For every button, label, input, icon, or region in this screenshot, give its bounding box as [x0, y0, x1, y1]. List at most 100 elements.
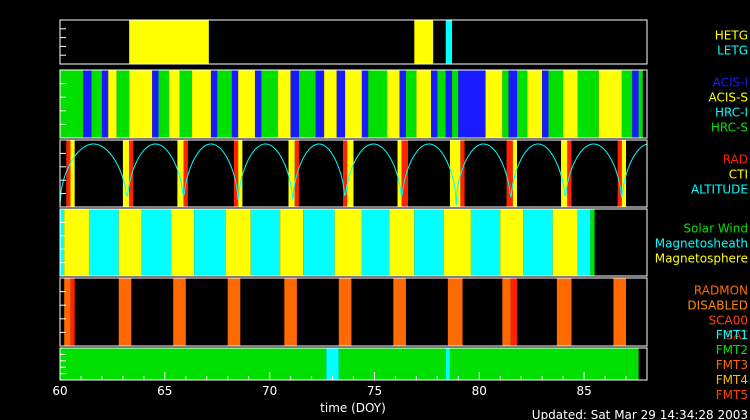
x-tick-label-65: 65 — [157, 384, 172, 398]
segment-radmon-7 — [393, 278, 406, 346]
segment-instrument-26 — [368, 70, 388, 138]
segment-radiation-14 — [449, 140, 461, 207]
segment-radiation-21 — [621, 140, 627, 207]
segment-instrument-42 — [548, 70, 564, 138]
segment-environment-12 — [361, 209, 390, 276]
segment-instrument-8 — [158, 70, 170, 138]
panel-environment — [59, 208, 648, 277]
segment-instrument-21 — [315, 70, 325, 138]
segment-environment-7 — [225, 209, 251, 276]
segment-environment-16 — [470, 209, 501, 276]
segment-instrument-14 — [231, 70, 239, 138]
segment-radmon-8 — [447, 278, 463, 346]
legend-format-fmt3: FMT3 — [716, 358, 748, 372]
segment-environment-6 — [194, 209, 226, 276]
segment-instrument-34 — [452, 70, 459, 138]
segment-environment-9 — [280, 209, 304, 276]
segment-format-3 — [445, 348, 450, 380]
segment-environment-17 — [500, 209, 524, 276]
segment-environment-8 — [250, 209, 281, 276]
segment-instrument-20 — [298, 70, 316, 138]
segment-instrument-17 — [261, 70, 279, 138]
segment-radmon-1 — [70, 278, 75, 346]
legend-instrument-hrc-s: HRC-S — [711, 121, 748, 135]
segment-instrument-15 — [238, 70, 255, 138]
segment-radiation-7 — [238, 140, 243, 207]
panel-radiation — [59, 139, 648, 208]
legend-format-fmt4: FMT4 — [716, 373, 748, 387]
segment-environment-18 — [523, 209, 553, 276]
segment-instrument-25 — [361, 70, 369, 138]
segment-instrument-16 — [254, 70, 262, 138]
segment-environment-21 — [590, 209, 595, 276]
segment-instrument-39 — [517, 70, 528, 138]
segment-gratings-1 — [414, 20, 434, 64]
segment-radiation-6 — [234, 140, 239, 207]
segment-instrument-3 — [101, 70, 109, 138]
panel-format — [59, 347, 648, 381]
segment-environment-1 — [64, 209, 90, 276]
segment-instrument-4 — [108, 70, 117, 138]
segment-instrument-38 — [508, 70, 518, 138]
segment-instrument-29 — [405, 70, 417, 138]
segment-instrument-40 — [527, 70, 543, 138]
segment-instrument-18 — [278, 70, 291, 138]
segment-radiation-10 — [343, 140, 348, 207]
segment-radiation-18 — [561, 140, 568, 207]
legend-format-fmt5: FMT5 — [716, 388, 748, 402]
legend-gratings-letg: LETG — [717, 44, 748, 58]
segment-instrument-1 — [83, 70, 92, 138]
segment-instrument-31 — [431, 70, 438, 138]
segment-environment-15 — [443, 209, 471, 276]
legend-radmon-sat: SAT — [726, 329, 749, 343]
legend-instrument-hrc-i: HRC-I — [715, 106, 748, 120]
legend-environment-magnetosheath: Magnetosheath — [655, 237, 748, 251]
segment-instrument-27 — [387, 70, 400, 138]
legend-environment-magnetosphere: Magnetosphere — [655, 252, 748, 266]
segment-radiation-19 — [567, 140, 572, 207]
legend-instrument-acis-s: ACIS-S — [709, 91, 748, 105]
segment-instrument-48 — [638, 70, 643, 138]
segment-instrument-0 — [60, 70, 84, 138]
segment-instrument-46 — [621, 70, 633, 138]
segment-instrument-33 — [445, 70, 453, 138]
segment-instrument-28 — [399, 70, 406, 138]
segment-instrument-23 — [336, 70, 346, 138]
panel-frame-radiation — [59, 139, 648, 208]
segment-radiation-0 — [66, 140, 71, 207]
segment-environment-0 — [60, 209, 65, 276]
segment-radiation-3 — [129, 140, 134, 207]
segment-radmon-4 — [227, 278, 241, 346]
segment-instrument-9 — [169, 70, 180, 138]
segment-gratings-0 — [129, 20, 209, 64]
legend-radmon-sca00: SCA00 — [709, 314, 748, 328]
segment-instrument-7 — [152, 70, 159, 138]
panel-frame-instrument — [59, 69, 648, 139]
segment-radmon-5 — [284, 278, 297, 346]
segment-instrument-19 — [290, 70, 299, 138]
segment-radiation-16 — [506, 140, 513, 207]
segment-instrument-10 — [179, 70, 193, 138]
panel-instrument — [59, 69, 648, 139]
segment-radiation-13 — [401, 140, 409, 207]
segment-environment-14 — [414, 209, 444, 276]
legend-gratings-hetg: HETG — [715, 29, 748, 43]
altitude-curve — [59, 143, 648, 206]
segment-instrument-32 — [437, 70, 446, 138]
segment-radiation-5 — [183, 140, 188, 207]
segment-gratings-2 — [445, 20, 453, 64]
segment-format-2 — [338, 348, 446, 380]
segment-instrument-6 — [129, 70, 153, 138]
segment-instrument-37 — [502, 70, 509, 138]
panel-frame-gratings — [59, 19, 648, 65]
segment-instrument-41 — [542, 70, 549, 138]
segment-radmon-11 — [556, 278, 572, 346]
segment-environment-5 — [171, 209, 195, 276]
x-tick-label-75: 75 — [367, 384, 382, 398]
segment-instrument-13 — [217, 70, 232, 138]
legend-radmon-radmon: RADMON — [694, 284, 748, 298]
segment-environment-20 — [577, 209, 591, 276]
segment-instrument-45 — [598, 70, 622, 138]
